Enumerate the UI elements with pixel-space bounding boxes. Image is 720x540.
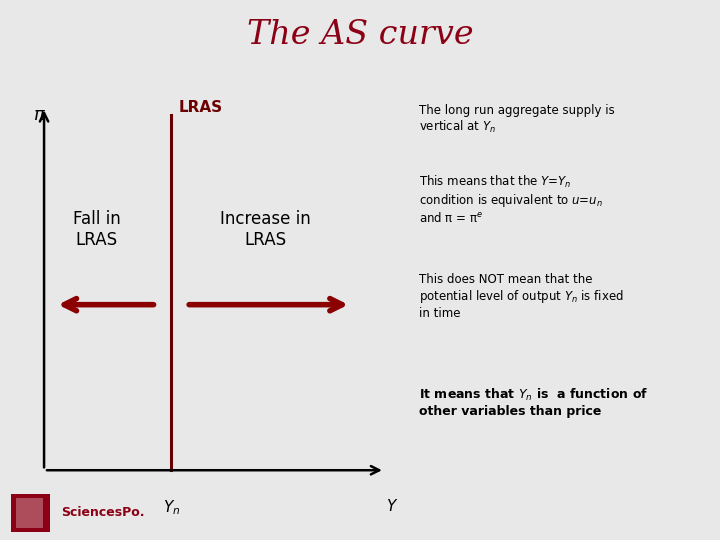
Text: This means that the $Y$=$Y_n$
condition is equivalent to $u$=$u_n$
and π = π$^e$: This means that the $Y$=$Y_n$ condition … <box>419 174 603 225</box>
Text: The long run aggregate supply is
vertical at $Y_n$: The long run aggregate supply is vertica… <box>419 104 614 135</box>
Text: Fall in
LRAS: Fall in LRAS <box>73 211 120 249</box>
FancyBboxPatch shape <box>16 498 43 528</box>
Text: $Y$: $Y$ <box>386 498 398 514</box>
FancyBboxPatch shape <box>11 494 50 532</box>
Text: The AS curve: The AS curve <box>247 19 473 51</box>
Text: π: π <box>33 106 44 124</box>
Text: Increase in
LRAS: Increase in LRAS <box>220 211 310 249</box>
Text: SciencesPo.: SciencesPo. <box>61 507 145 519</box>
Text: It means that $Y_n$ is  a function of
other variables than price: It means that $Y_n$ is a function of oth… <box>419 387 648 419</box>
Text: This does NOT mean that the
potential level of output $Y_n$ is fixed
in time: This does NOT mean that the potential le… <box>419 273 624 320</box>
Text: $Y_n$: $Y_n$ <box>163 498 180 517</box>
Text: LRAS: LRAS <box>179 100 223 115</box>
